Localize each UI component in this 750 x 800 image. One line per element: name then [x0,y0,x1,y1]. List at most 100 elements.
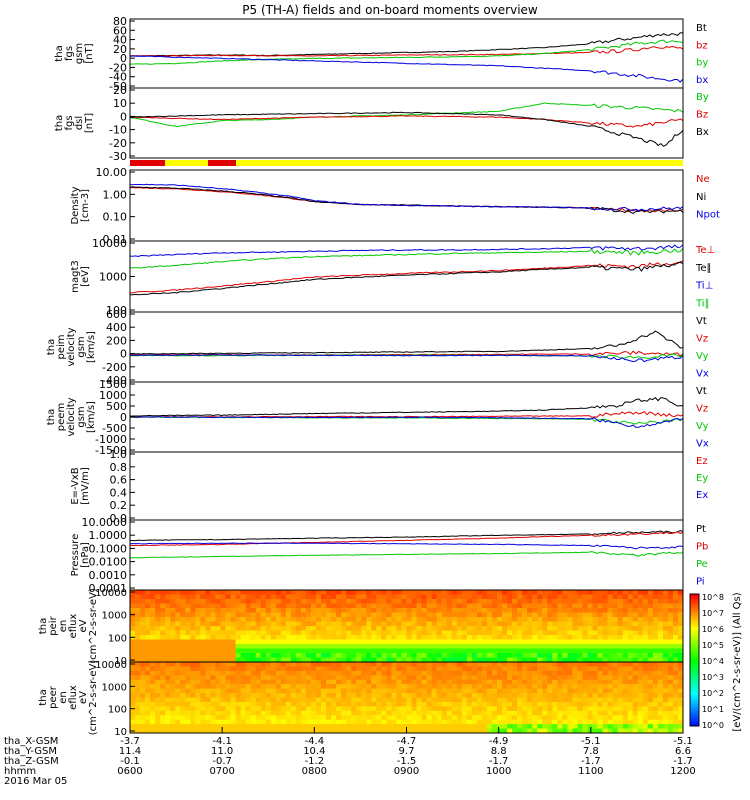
spectrogram-cell [135,617,141,622]
spectrogram-cell [381,666,387,672]
spectrogram-cell [200,666,206,672]
spectrogram-cell [637,662,644,667]
spectrogram-cell [361,590,367,595]
spectrogram-cell [627,639,634,645]
spectrogram-cell [255,662,262,667]
spectrogram-cell [376,639,382,645]
spectrogram-cell [361,612,367,618]
ytick-label: 1.0000 [89,529,128,542]
spectrogram-cell [401,639,407,645]
spectrogram-cell [386,666,392,672]
spectrogram-cell [572,644,578,649]
spectrogram-cell [396,666,402,672]
spectrogram-cell [326,644,332,649]
spectrogram-cell [481,599,488,604]
spectrogram-cell [175,599,181,604]
spectrogram-cell [431,617,438,622]
spectrogram-cell [376,653,382,658]
spectrogram-cell [612,657,619,663]
spectrogram-cell [381,662,387,667]
spectrogram-cell [401,608,407,613]
spectrogram-cell [225,644,232,649]
colorbar-segment [690,657,699,661]
ylabel-line: en [58,691,69,704]
spectrogram-cell [451,688,458,694]
spectrogram-cell [502,706,508,712]
spectrogram-cell [552,590,558,595]
spectrogram-cell [436,688,443,694]
spectrogram-cell [446,728,453,734]
spectrogram-cell [220,715,227,721]
spectrogram-cell [250,701,257,707]
spectrogram-cell [220,626,227,631]
spectrogram-cell [547,603,553,609]
spectrogram-cell [622,653,629,658]
spectrogram-cell [662,710,669,716]
spectrogram-cell [200,599,206,604]
spectrogram-cell [587,612,594,618]
spectrogram-cell [235,684,242,690]
spectrogram-cell [512,710,518,716]
spectrogram-cell [245,599,252,604]
spectrogram-cell [486,688,493,694]
spectrogram-cell [441,657,448,663]
footer-value: -0.7 [212,756,232,767]
spectrogram-cell [160,670,166,676]
spectrogram-cell [602,617,609,622]
spectrogram-cell [547,701,553,707]
spectrogram-cell [260,675,267,681]
spectrogram-cell [647,630,654,636]
spectrogram-cell [135,666,141,672]
spectrogram-cell [622,710,629,716]
spectrogram-cell [270,684,277,690]
spectrogram-cell [592,657,599,663]
spectrogram-cell [491,688,498,694]
spectrogram-cell [577,612,583,618]
spectrogram-cell [537,724,543,730]
spectrogram-cell [657,594,664,600]
spectrogram-cell [657,653,664,658]
spectrogram-cell [150,590,156,595]
spectrogram-cell [612,626,619,631]
spectrogram-cell [491,701,498,707]
spectrogram-cell [145,644,151,649]
spectrogram-cell [507,684,513,690]
spectrogram-cell [331,608,337,613]
spectrogram-cell [647,684,654,690]
spectrogram-cell [260,662,267,667]
spectrogram-cell [652,710,659,716]
colorbar-segment [690,655,699,659]
spectrogram-cell [582,590,588,595]
spectrogram-cell [476,679,483,685]
spectrogram-cell [416,706,423,712]
spectrogram-cell [507,701,513,707]
spectrogram-cell [642,653,649,658]
spectrogram-cell [572,679,578,685]
spectrogram-cell [165,728,171,734]
spectrogram-cell [672,719,679,725]
spectrogram-cell [582,666,588,672]
spectrogram-cell [547,666,553,672]
spectrogram-cell [195,715,201,721]
spectrogram-cell [567,639,573,645]
spectrogram-cell [255,653,262,658]
spectrogram-cell [336,644,342,649]
spectrogram-cell [255,675,262,681]
spectrogram-cell [461,719,468,725]
spectrogram-cell [607,594,614,600]
spectrogram-cell [446,715,453,721]
spectrogram-cell [582,675,588,681]
spectrogram-cell [547,599,553,604]
spectrogram-cell [527,608,533,613]
spectrogram-cell [351,693,357,698]
spectrogram-cell [170,724,176,730]
spectrogram-cell [547,684,553,690]
spectrogram-cell [356,728,362,734]
spectrogram-cell [562,644,568,649]
spectrogram-cell [386,693,392,698]
spectrogram-cell [265,724,272,730]
spectrogram-cell [235,715,242,721]
spectrogram-cell [456,594,463,600]
spectrogram-cell [587,639,594,645]
spectrogram-cell [275,666,282,672]
